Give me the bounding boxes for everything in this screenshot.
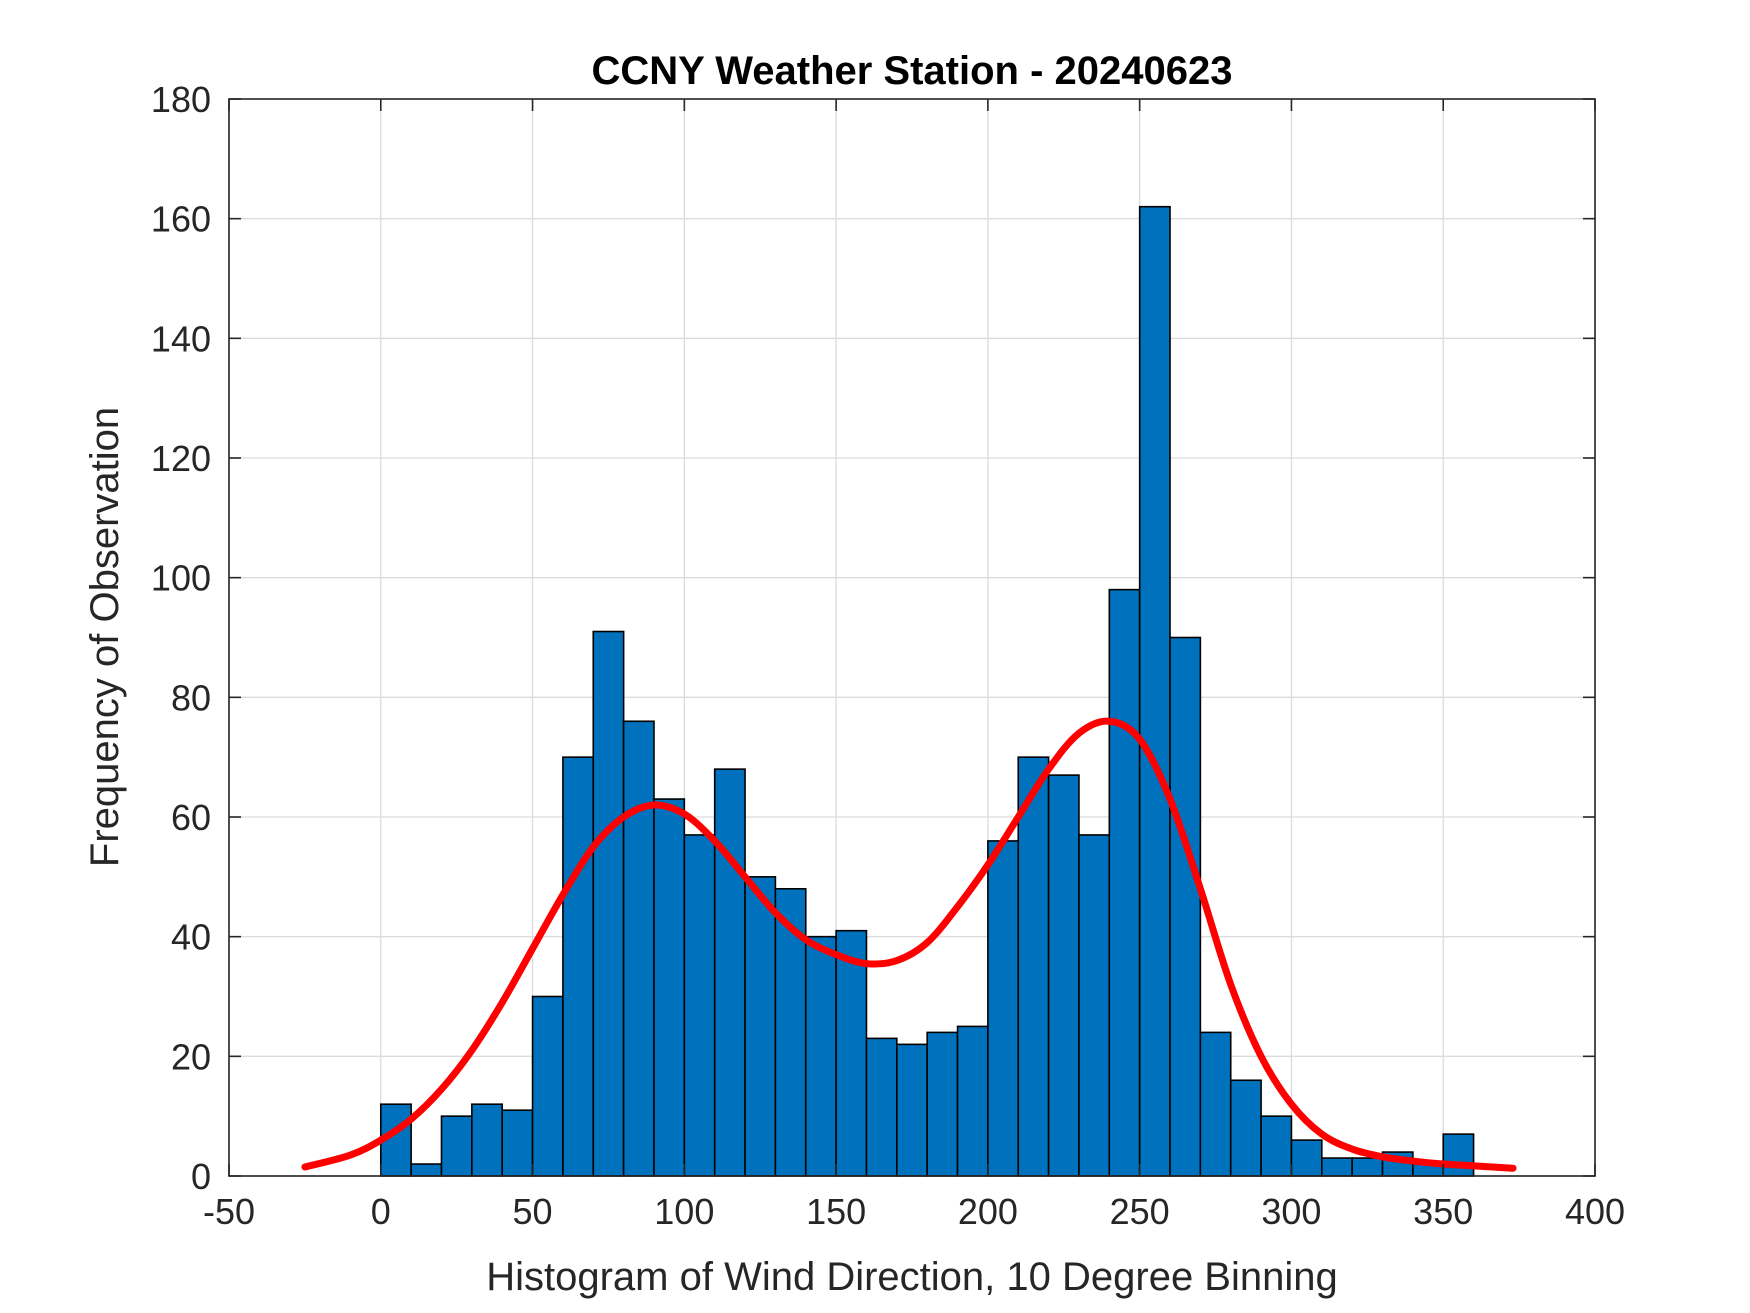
y-tick-label: 100 (151, 558, 211, 599)
x-tick-label: 150 (806, 1191, 866, 1232)
x-axis-label: Histogram of Wind Direction, 10 Degree B… (486, 1255, 1338, 1299)
histogram-bar (684, 835, 714, 1176)
histogram-bar (1079, 835, 1109, 1176)
y-tick-label: 20 (171, 1036, 211, 1077)
plot-area (229, 99, 1595, 1176)
x-tick-label: 200 (958, 1191, 1018, 1232)
chart-title: CCNY Weather Station - 20240623 (592, 49, 1233, 93)
histogram-bar (593, 632, 623, 1176)
y-tick-label: 160 (151, 199, 211, 240)
y-tick-label: 140 (151, 318, 211, 359)
histogram-bar (411, 1164, 441, 1176)
histogram-bar (533, 997, 563, 1177)
y-tick-label: 180 (151, 79, 211, 120)
histogram-bar (1170, 638, 1200, 1177)
y-tick-label: 0 (191, 1156, 211, 1197)
histogram-chart: -50 0 50 100 150 200 250 300 350 400 020406080100… (0, 0, 1750, 1313)
histogram-bar (715, 769, 745, 1176)
histogram-bar (1140, 207, 1170, 1176)
histogram-bar (1261, 1116, 1291, 1176)
histogram-bar (472, 1104, 502, 1176)
y-tick-label: 60 (171, 797, 211, 838)
x-tick-label: 50 (513, 1191, 553, 1232)
x-tick-label: 300 (1261, 1191, 1321, 1232)
histogram-bar (502, 1110, 532, 1176)
x-tick-label: 0 (371, 1191, 391, 1232)
x-tick-label: 350 (1413, 1191, 1473, 1232)
x-tick-label: 400 (1565, 1191, 1625, 1232)
histogram-bar (1291, 1140, 1321, 1176)
histogram-bar (563, 757, 593, 1176)
y-tick-label: 80 (171, 677, 211, 718)
x-tick-label: 100 (654, 1191, 714, 1232)
histogram-bar (1231, 1080, 1261, 1176)
histogram-bar (836, 931, 866, 1176)
histogram-bar (1322, 1158, 1352, 1176)
y-axis-label: Frequency of Observation (83, 407, 127, 867)
histogram-bar (745, 877, 775, 1176)
y-tick-label: 40 (171, 917, 211, 958)
histogram-bar (1443, 1134, 1473, 1176)
histogram-bar (988, 841, 1018, 1176)
histogram-bar (897, 1044, 927, 1176)
histogram-bar (927, 1032, 957, 1176)
histogram-bar (1200, 1032, 1230, 1176)
histogram-bar (958, 1026, 988, 1176)
y-tick-label: 120 (151, 438, 211, 479)
histogram-bar (624, 721, 654, 1176)
histogram-bar (1352, 1158, 1382, 1176)
histogram-bar (441, 1116, 471, 1176)
histogram-bar (866, 1038, 896, 1176)
x-tick-label: -50 (203, 1191, 255, 1232)
histogram-bar (806, 937, 836, 1176)
x-tick-label: 250 (1110, 1191, 1170, 1232)
histogram-bar (1109, 590, 1139, 1176)
histogram-bar (1018, 757, 1048, 1176)
histogram-bar (1049, 775, 1079, 1176)
histogram-bar (654, 799, 684, 1176)
